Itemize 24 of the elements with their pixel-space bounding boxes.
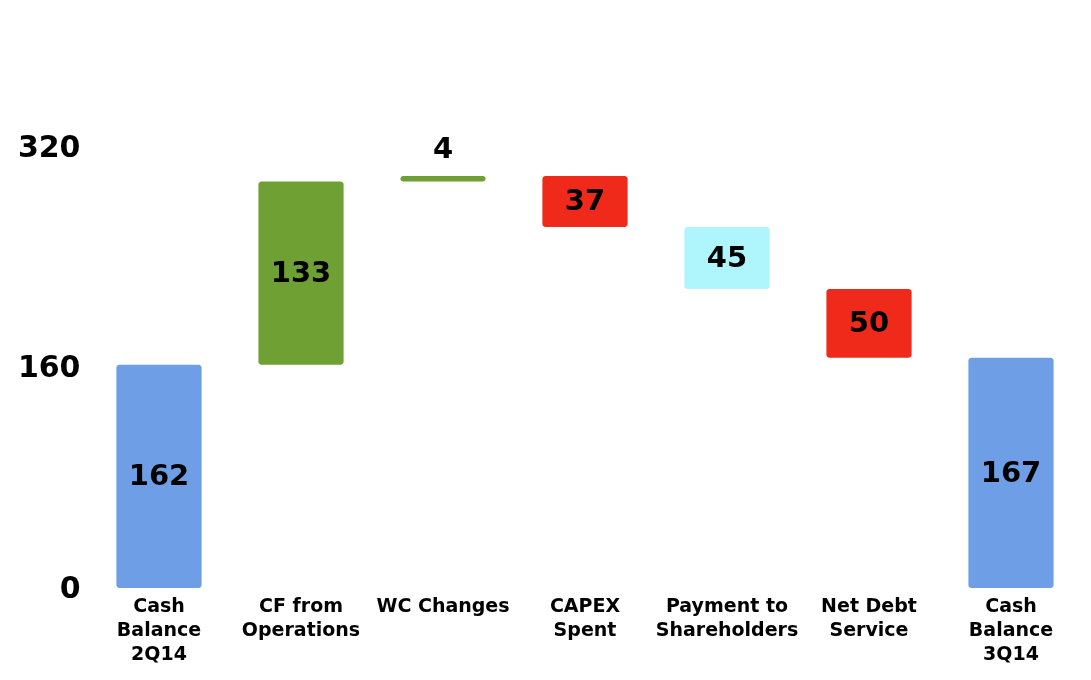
x-tick-label: CF from Operations	[241, 593, 361, 640]
bar	[968, 357, 1054, 588]
bar	[542, 175, 628, 227]
y-tick-label: 320	[17, 128, 81, 164]
data-label: 162	[128, 458, 190, 493]
x-tick-label: Cash Balance 2Q14	[116, 593, 202, 664]
x-tick-label: Net Debt Service	[821, 593, 917, 640]
bar	[400, 175, 486, 182]
bar	[684, 226, 770, 289]
x-tick-label: Cash Balance 3Q14	[968, 593, 1054, 664]
data-label: 133	[270, 255, 332, 290]
x-tick-label: Payment to Shareholders	[655, 593, 799, 640]
data-label: 4	[432, 130, 454, 165]
bar	[826, 288, 912, 358]
bar	[116, 364, 202, 588]
y-tick-label: 0	[59, 569, 81, 605]
x-tick-label: CAPEX Spent	[549, 593, 621, 640]
data-label: 167	[980, 454, 1042, 489]
data-label: 50	[848, 305, 890, 340]
data-label: 37	[564, 183, 606, 218]
data-label: 45	[706, 239, 748, 274]
y-tick-label: 160	[17, 349, 81, 384]
x-tick-label: WC Changes	[376, 593, 510, 616]
bar	[258, 181, 344, 365]
